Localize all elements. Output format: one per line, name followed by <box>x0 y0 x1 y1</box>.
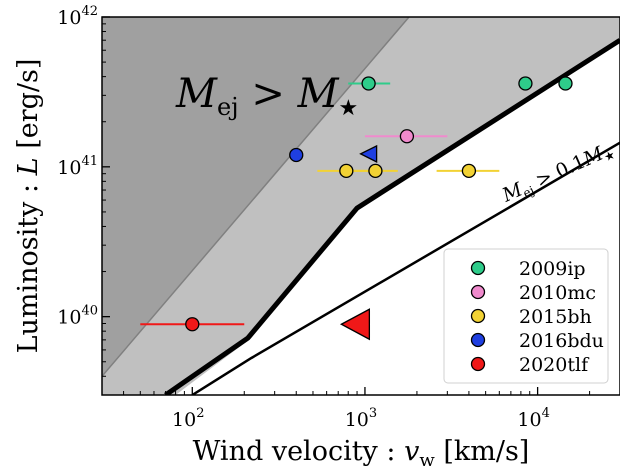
x-axis-label: Wind velocity : vw [km/s] <box>193 436 530 469</box>
upper-limit-2016bdu-1 <box>359 144 378 163</box>
y-tick-label-41: 1041 <box>57 154 98 179</box>
point-2010mc-0 <box>399 129 415 144</box>
legend-label-2016bdu: 2016bdu <box>519 330 604 352</box>
axis-ticks: 102 103 104 1040 1041 1042 <box>57 4 591 431</box>
data-points <box>185 76 573 341</box>
plot-frame <box>101 16 620 396</box>
x-tick-label-1000: 103 <box>345 406 377 431</box>
point-2009ip-1 <box>518 76 533 91</box>
legend-marker-2016bdu <box>470 332 486 348</box>
legend-box <box>443 248 609 384</box>
light-region <box>102 17 620 395</box>
upper-limit-2020tlf-1 <box>339 308 371 341</box>
point-2009ip-0 <box>361 76 376 91</box>
point-2009ip-2 <box>558 76 573 91</box>
legend-marker-2009ip <box>470 260 486 276</box>
annotation-mej-gt-mstar: Mej > M★ <box>175 71 358 121</box>
y-axis-label: Luminosity : L [erg/s] <box>13 59 44 354</box>
legend-label-2010mc: 2010mc <box>519 282 596 304</box>
thin-boundary <box>191 141 620 395</box>
boundary-lines <box>164 38 620 395</box>
point-2015bh-2 <box>461 163 477 179</box>
point-2015bh-0 <box>339 163 354 179</box>
point-2016bdu-0 <box>289 147 304 163</box>
legend-label-2009ip: 2009ip <box>519 258 586 280</box>
x-tick-label-10000: 104 <box>517 406 549 431</box>
legend-marker-2015bh <box>470 308 486 324</box>
dark-region-edge <box>102 17 410 377</box>
legend-label-2015bh: 2015bh <box>519 306 592 328</box>
annotation-mej-gt-01mstar: Mej > 0.1M★ <box>498 138 617 209</box>
shaded-regions <box>102 17 620 395</box>
legend-label-2020tlf: 2020tlf <box>519 354 590 376</box>
legend-marker-2010mc <box>470 284 486 300</box>
y-tick-label-40: 1040 <box>57 304 98 329</box>
thick-boundary <box>164 38 620 395</box>
point-2020tlf-0 <box>185 317 200 332</box>
point-2015bh-1 <box>368 163 383 179</box>
y-tick-label-42: 1042 <box>57 4 98 29</box>
legend-marker-2020tlf <box>470 356 486 372</box>
x-tick-label-100: 102 <box>172 406 204 431</box>
